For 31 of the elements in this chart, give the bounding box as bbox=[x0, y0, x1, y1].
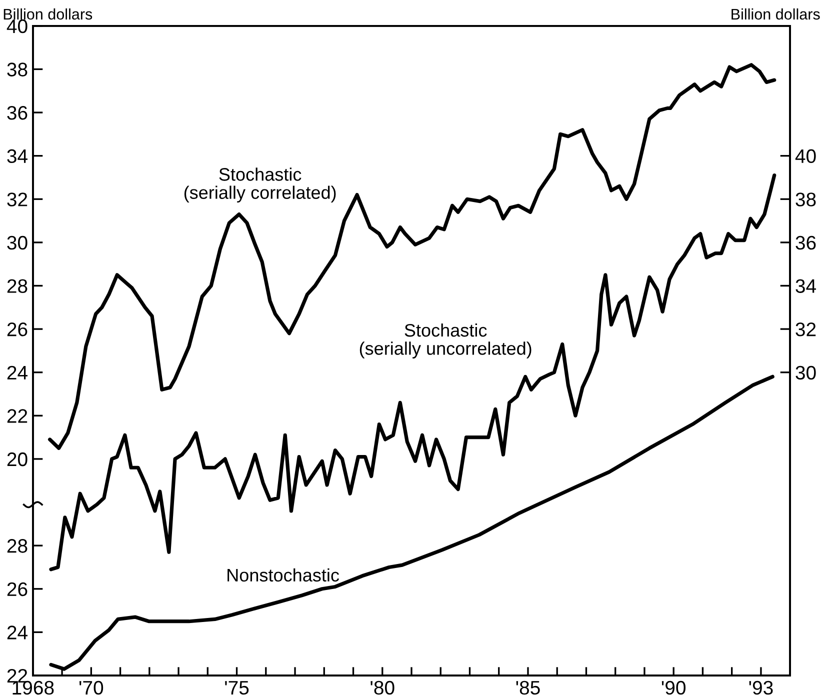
y-tick-label: 30 bbox=[7, 236, 28, 250]
y-axis-title: Billion dollars bbox=[4, 8, 92, 20]
x-tick-label: '80 bbox=[370, 680, 394, 695]
y-tick-label: 24 bbox=[7, 366, 28, 380]
y-tick-label: 40 bbox=[6, 19, 28, 34]
line-series bbox=[49, 374, 774, 671]
line-series bbox=[48, 63, 776, 450]
y-tick-label: 32 bbox=[7, 192, 28, 206]
series-label: Stochastic (serially uncorrelated) bbox=[360, 323, 532, 358]
y-tick-label: 26 bbox=[7, 322, 28, 336]
x-tick-label: '70 bbox=[79, 680, 104, 695]
series-label: Stochastic (serially correlated) bbox=[184, 168, 336, 203]
x-tick-label: 1968 bbox=[12, 680, 54, 695]
y-tick-label: 38 bbox=[7, 62, 28, 76]
y2-tick-label: 38 bbox=[796, 192, 816, 206]
x-tick-label: '75 bbox=[225, 681, 249, 695]
y-tick-label: 36 bbox=[7, 106, 28, 120]
y-tick-label: 28 bbox=[7, 279, 28, 293]
y-tick-label: 20 bbox=[7, 452, 28, 466]
y2-tick-label: 30 bbox=[796, 366, 816, 380]
y2-tick-label: 36 bbox=[796, 236, 816, 250]
y2-axis-title: Billion dollars bbox=[732, 8, 820, 20]
series-label: Nonstochastic bbox=[228, 568, 340, 582]
y2-tick-label: 32 bbox=[796, 322, 816, 336]
y2-tick-label: 40 bbox=[795, 149, 816, 164]
x-tick-label: '93 bbox=[749, 680, 773, 695]
x-tick-label: '85 bbox=[516, 680, 540, 695]
x-tick-label: '90 bbox=[662, 680, 686, 695]
y2-tick-label: 34 bbox=[796, 279, 816, 293]
y-tick-label: 34 bbox=[7, 149, 28, 164]
y-tick-label: 22 bbox=[7, 409, 28, 423]
